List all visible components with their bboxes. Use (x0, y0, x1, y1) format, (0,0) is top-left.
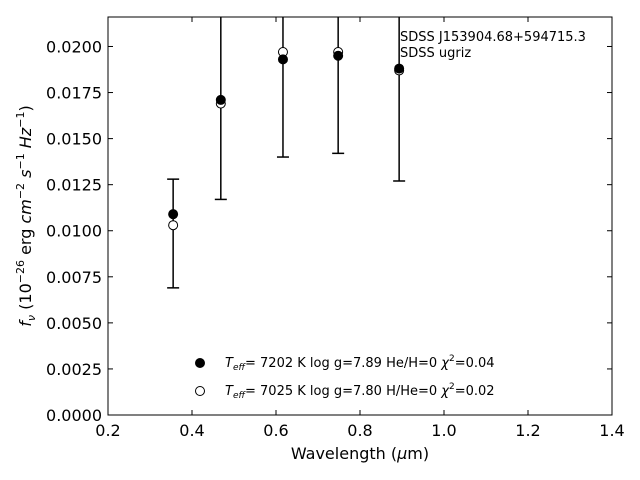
data-point-filled (215, 94, 226, 105)
x-tick-label: 1.0 (431, 421, 456, 440)
annotation-object-name: SDSS J153904.68+594715.3 (400, 30, 586, 45)
x-tick-label: 0.4 (179, 421, 204, 440)
y-tick-label: 0.0025 (46, 360, 102, 379)
y-axis-title: fν (10−26 erg cm−2 s−1 Hz−1) (14, 105, 38, 326)
legend-label-filled: Teff= 7202 K log g=7.89 He/H=0 χ2=0.04 (225, 354, 495, 373)
x-tick-label: 0.8 (347, 421, 372, 440)
series-open-circles (168, 47, 405, 231)
legend: Teff= 7202 K log g=7.89 He/H=0 χ2=0.04 T… (195, 354, 495, 401)
data-point-filled (168, 209, 179, 220)
error-bar (167, 178, 180, 289)
annotation-filters: SDSS ugriz (400, 46, 471, 61)
data-point-filled (277, 54, 288, 65)
y-tick-label: 0.0100 (46, 222, 102, 241)
legend-marker-open (195, 386, 205, 396)
y-tick-label: 0.0075 (46, 268, 102, 287)
series-filled-circles (168, 50, 405, 220)
y-tick-label: 0.0000 (46, 406, 102, 425)
y-axis-ticks: 0.0000 0.0025 0.0050 0.0075 0.0100 0.0125 0.01… (46, 37, 612, 425)
error-bar (332, 17, 345, 155)
legend-label-open: Teff= 7025 K log g=7.80 H/He=0 χ2=0.02 (225, 382, 495, 401)
data-point-open (168, 220, 179, 231)
x-axis-title: Wavelength (μm) (291, 444, 429, 463)
x-tick-label: 0.6 (263, 421, 288, 440)
error-bar (276, 17, 289, 158)
y-tick-label: 0.0175 (46, 84, 102, 103)
y-tick-label: 0.0200 (46, 37, 102, 56)
x-axis-ticks: 0.2 0.4 0.6 0.8 1.0 1.2 1.4 (95, 17, 625, 440)
y-tick-label: 0.0125 (46, 176, 102, 195)
error-bar (393, 17, 406, 182)
x-tick-label: 1.4 (599, 421, 624, 440)
data-point-filled (333, 50, 344, 61)
y-tick-label: 0.0150 (46, 130, 102, 149)
x-tick-label: 0.2 (95, 421, 120, 440)
x-tick-label: 1.2 (515, 421, 540, 440)
legend-marker-filled (195, 358, 205, 368)
data-point-filled (394, 63, 405, 74)
y-tick-label: 0.0050 (46, 314, 102, 333)
